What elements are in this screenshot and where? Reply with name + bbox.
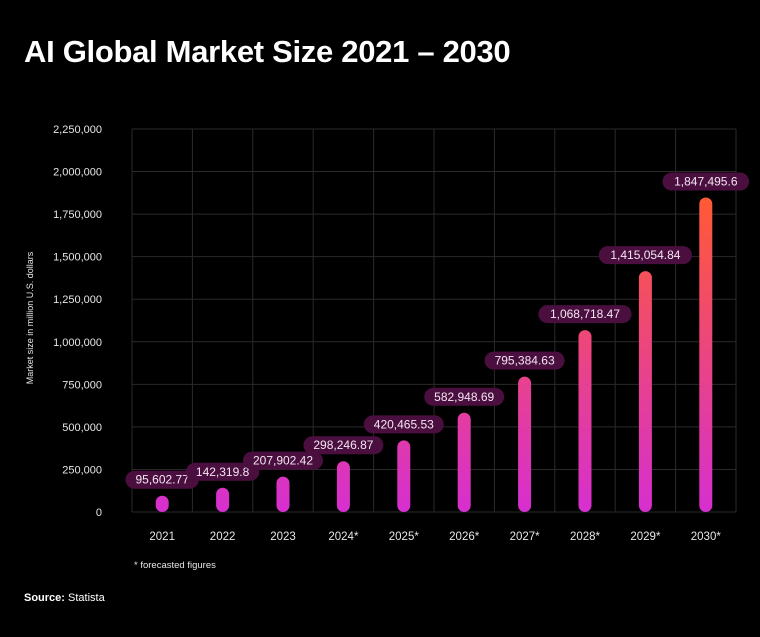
- data-label-bg: [303, 436, 384, 455]
- bar: [397, 440, 411, 512]
- x-tick-label: 2027*: [510, 531, 541, 543]
- y-tick-label: 2,250,000: [53, 124, 102, 136]
- x-tick-label: 2026*: [449, 531, 480, 543]
- data-label: 298,246.87: [313, 438, 373, 452]
- data-label-bg: [243, 451, 323, 470]
- y-tick-label: 2,000,000: [53, 167, 102, 179]
- bar: [216, 487, 230, 512]
- source-value: Statista: [68, 592, 105, 604]
- y-tick-label: 750,000: [62, 379, 102, 391]
- x-tick-label: 2030*: [691, 531, 722, 543]
- data-label-bg: [538, 305, 632, 324]
- y-axis-title: Market size in million U.S. dollars: [25, 251, 35, 384]
- x-tick-label: 2023: [270, 531, 296, 543]
- bar: [457, 412, 471, 512]
- chart-title: AI Global Market Size 2021 – 2030: [24, 34, 511, 69]
- x-tick-label: 2028*: [570, 531, 601, 543]
- data-label-bg: [424, 387, 505, 406]
- y-tick-label: 1,000,000: [53, 337, 102, 349]
- footnote: * forecasted figures: [134, 560, 216, 571]
- data-label: 1,068,718.47: [550, 307, 620, 321]
- bar: [276, 476, 290, 512]
- data-label-bg: [185, 462, 260, 481]
- source-note: Source: Statista: [24, 592, 105, 604]
- bar: [699, 197, 713, 512]
- bar: [518, 376, 532, 512]
- data-label: 582,948.69: [434, 390, 494, 404]
- x-tick-label: 2025*: [389, 531, 420, 543]
- y-tick-label: 250,000: [62, 464, 102, 476]
- data-label: 142,319.8: [196, 465, 250, 479]
- data-label-bg: [662, 172, 750, 191]
- data-label: 95,602.77: [136, 473, 190, 487]
- data-label: 207,902.42: [253, 454, 313, 468]
- y-tick-label: 0: [96, 507, 102, 519]
- data-label-bg: [363, 415, 444, 434]
- data-label-bg: [484, 351, 565, 370]
- y-tick-label: 500,000: [62, 422, 102, 434]
- x-tick-label: 2022: [210, 531, 236, 543]
- x-tick-label: 2021: [149, 531, 175, 543]
- bar: [638, 271, 652, 512]
- data-label: 420,465.53: [374, 417, 434, 431]
- bar: [155, 495, 169, 512]
- x-tick-label: 2029*: [630, 531, 661, 543]
- x-tick-label: 2024*: [328, 531, 359, 543]
- data-label-bg: [125, 470, 199, 489]
- y-tick-label: 1,750,000: [53, 209, 102, 221]
- bar: [578, 330, 592, 512]
- y-tick-label: 1,500,000: [53, 252, 102, 264]
- data-label: 1,847,495.6: [674, 175, 738, 189]
- source-label: Source:: [24, 592, 65, 604]
- data-label: 1,415,054.84: [610, 248, 680, 262]
- y-tick-label: 1,250,000: [53, 294, 102, 306]
- data-label: 795,384.63: [495, 354, 555, 368]
- bar: [336, 461, 350, 512]
- data-label-bg: [598, 246, 692, 265]
